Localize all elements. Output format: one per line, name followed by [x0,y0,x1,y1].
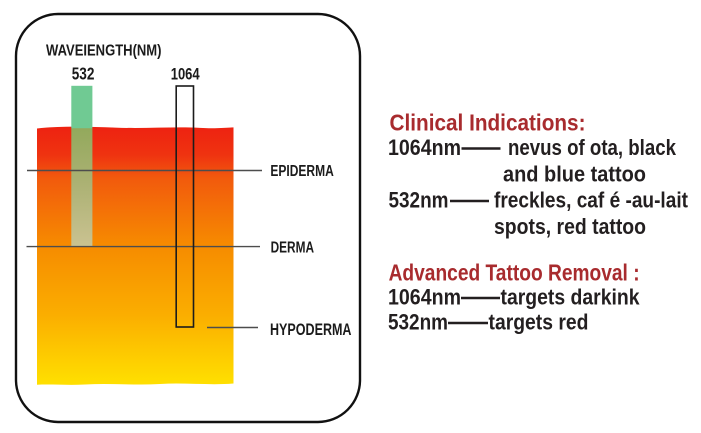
svg-text:532: 532 [72,63,95,83]
svg-text:and blue tattoo: and blue tattoo [503,161,646,186]
svg-text:Advanced Tattoo Removal :: Advanced Tattoo Removal : [389,259,640,285]
svg-text:HYPODERMA: HYPODERMA [270,320,352,339]
svg-text:freckles, caf é -au-lait: freckles, caf é -au-lait [494,188,689,213]
svg-text:WAVEIENGTH(NM): WAVEIENGTH(NM) [46,43,162,60]
svg-text:nevus of ota, black: nevus of ota, black [508,135,677,160]
svg-text:targets red: targets red [489,310,589,335]
svg-text:DERMA: DERMA [271,239,314,256]
svg-text:1064nm: 1064nm [388,285,461,310]
svg-text:targets darkink: targets darkink [501,285,641,310]
svg-text:Clinical Indications:: Clinical Indications: [390,109,586,135]
svg-text:spots, red tattoo: spots, red tattoo [494,214,646,239]
svg-text:EPIDERMA: EPIDERMA [270,163,333,180]
svg-text:532nm: 532nm [388,310,448,335]
svg-text:532nm: 532nm [389,188,449,213]
svg-text:1064nm: 1064nm [388,135,461,160]
svg-text:1064: 1064 [171,65,201,83]
